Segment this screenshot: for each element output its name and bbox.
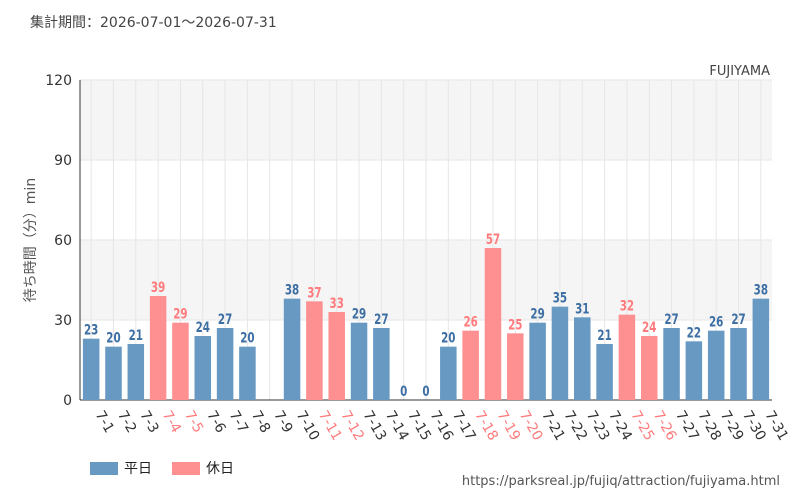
bar (216, 328, 234, 400)
value-label: 38 (285, 283, 299, 299)
bar (551, 306, 569, 400)
x-tick-label: 7-8 (248, 408, 273, 436)
value-label: 38 (754, 283, 768, 299)
bar (328, 312, 345, 400)
bar (752, 298, 770, 400)
source-url[interactable]: https://parksreal.jp/fujiq/attraction/fu… (461, 474, 780, 489)
bar (149, 296, 167, 400)
chart-title: FUJIYAMA (709, 64, 770, 79)
bar (239, 346, 256, 400)
legend-item-weekday: 平日 (90, 458, 152, 478)
bar (105, 346, 122, 400)
value-label: 24 (196, 320, 210, 336)
value-label: 27 (731, 312, 745, 328)
value-label: 27 (374, 312, 388, 328)
x-tick-label: 7-7 (226, 408, 251, 436)
value-label: 0 (422, 384, 429, 400)
value-label: 29 (173, 307, 187, 323)
value-label: 57 (486, 232, 500, 248)
bar (194, 336, 212, 400)
bar (373, 328, 390, 400)
period-label: 集計期間：2026-07-01〜2026-07-31 (30, 15, 277, 31)
value-label: 29 (530, 307, 544, 323)
value-label: 27 (218, 312, 232, 328)
value-label: 20 (240, 331, 254, 347)
bar (484, 248, 502, 400)
value-label: 25 (508, 317, 522, 333)
value-label: 21 (597, 328, 611, 344)
bar (462, 330, 479, 400)
legend-weekday-label: 平日 (124, 461, 152, 477)
bar (618, 314, 636, 400)
x-tick-label: 7-1 (92, 408, 117, 436)
value-label: 0 (400, 384, 407, 400)
value-label: 20 (441, 331, 455, 347)
bar (172, 322, 189, 400)
value-label: 26 (709, 315, 723, 331)
bar (707, 330, 725, 400)
value-label: 37 (307, 285, 321, 301)
bar (640, 336, 658, 400)
value-label: 31 (575, 301, 589, 317)
bar (663, 328, 680, 400)
value-label: 32 (620, 299, 634, 315)
x-tick-label: 7-31 (761, 408, 791, 444)
value-label: 27 (664, 312, 678, 328)
value-label: 35 (553, 291, 567, 307)
x-tick-label: 7-4 (159, 408, 184, 436)
bar (507, 333, 524, 400)
y-tick-label: 60 (54, 233, 72, 249)
holiday-swatch (172, 461, 200, 475)
x-tick-label: 7-5 (181, 408, 206, 436)
x-tick-label: 7-2 (114, 408, 139, 436)
weekday-swatch (90, 461, 118, 475)
y-tick-label: 0 (63, 393, 72, 409)
value-label: 26 (463, 315, 477, 331)
x-tick-label: 7-6 (203, 408, 228, 436)
bar (350, 322, 368, 400)
value-label: 39 (151, 280, 165, 296)
y-tick-label: 90 (54, 153, 72, 169)
bar (529, 322, 546, 400)
value-label: 24 (642, 320, 656, 336)
legend-holiday-label: 休日 (206, 461, 234, 477)
value-label: 29 (352, 307, 366, 323)
y-axis-label: 待ち時間（分）min (23, 178, 39, 302)
value-label: 21 (129, 328, 143, 344)
y-tick-label: 120 (45, 73, 72, 89)
bar (573, 317, 591, 400)
y-tick-label: 30 (54, 313, 72, 329)
legend-item-holiday: 休日 (172, 458, 234, 478)
bar (82, 338, 100, 400)
value-label: 33 (330, 296, 344, 312)
bar (596, 344, 613, 400)
x-tick-label: 7-3 (136, 408, 161, 436)
x-tick-label: 7-9 (270, 408, 295, 436)
bar (440, 346, 457, 400)
value-label: 22 (687, 325, 701, 341)
value-label: 23 (84, 323, 98, 339)
bar (306, 301, 323, 400)
value-label: 20 (106, 331, 120, 347)
bar (127, 344, 145, 400)
legend: 平日 休日 (90, 458, 234, 478)
bar (730, 328, 747, 400)
bar (685, 341, 703, 400)
bar (283, 298, 301, 400)
